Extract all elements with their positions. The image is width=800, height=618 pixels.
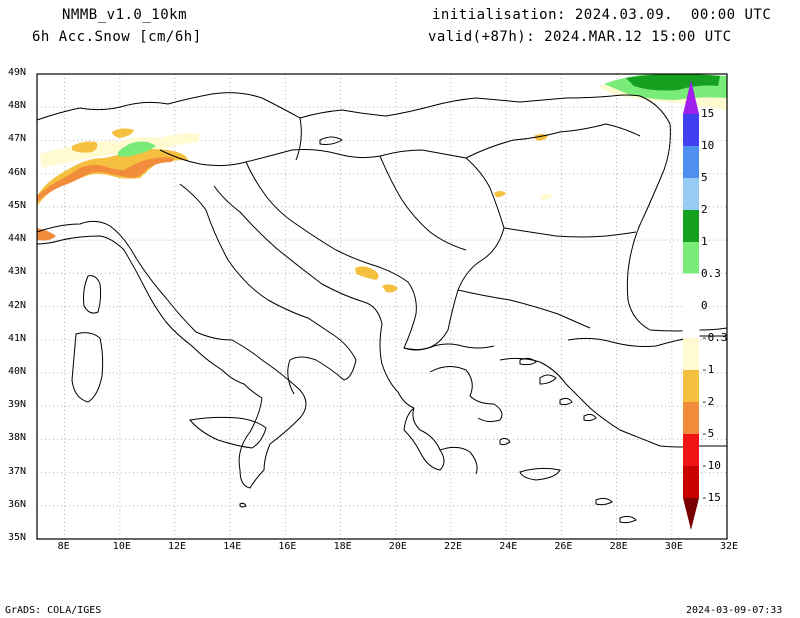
colorbar-label: 2 bbox=[701, 203, 708, 216]
lon-label: 16E bbox=[278, 541, 297, 552]
colorbar-segment-cm03 bbox=[683, 338, 699, 370]
lat-label: 39N bbox=[8, 399, 27, 411]
map-frame bbox=[36, 73, 728, 540]
lat-label: 35N bbox=[8, 532, 27, 543]
colorbar-segment-c2 bbox=[683, 178, 699, 210]
greece-coast bbox=[403, 357, 567, 475]
colorbar-label: -5 bbox=[701, 427, 715, 440]
colorbar-segment-c03 bbox=[683, 242, 699, 274]
lat-lon-grid bbox=[37, 74, 727, 539]
colorbar-segment-c1 bbox=[683, 210, 699, 242]
lat-label: 44N bbox=[8, 233, 27, 245]
colorbar-bottom-arrow bbox=[683, 498, 699, 530]
colorbar bbox=[682, 80, 700, 530]
colorbar-label: -1 bbox=[701, 363, 715, 376]
coastlines-borders bbox=[36, 92, 728, 524]
north-borders bbox=[36, 92, 641, 121]
lon-label: 24E bbox=[499, 541, 518, 552]
lat-label: 46N bbox=[8, 166, 27, 178]
snow-patch-austria bbox=[112, 128, 134, 138]
footer-left: GrADS: COLA/IGES bbox=[5, 605, 102, 616]
colorbar-label: 10 bbox=[701, 139, 715, 152]
lat-label: 37N bbox=[8, 465, 27, 477]
snow-patch-montenegro bbox=[355, 266, 379, 280]
valid-time: valid(+87h): 2024.MAR.12 15:00 UTC bbox=[428, 29, 732, 45]
turkey-coast bbox=[565, 335, 727, 448]
snow-patch-alps-green bbox=[118, 141, 156, 157]
lon-label: 8E bbox=[57, 541, 70, 552]
lon-label: 20E bbox=[388, 541, 407, 552]
footer-right: 2024-03-09-07:33 bbox=[686, 605, 783, 616]
colorbar-label: -2 bbox=[701, 395, 715, 408]
colorbar-label: 15 bbox=[701, 107, 715, 120]
lon-label: 28E bbox=[609, 541, 628, 552]
snow-patch-balkan bbox=[494, 191, 506, 198]
lat-label: 43N bbox=[8, 266, 27, 278]
lon-label: 10E bbox=[112, 541, 131, 552]
lon-label: 22E bbox=[444, 541, 463, 552]
lon-label: 14E bbox=[223, 541, 242, 552]
lon-label: 12E bbox=[168, 541, 187, 552]
sardinia bbox=[71, 332, 104, 403]
adriatic-east-coast bbox=[213, 185, 415, 409]
italy-east-coast bbox=[179, 183, 357, 395]
lon-label: 26E bbox=[554, 541, 573, 552]
balkan-borders bbox=[245, 117, 495, 351]
lat-label: 38N bbox=[8, 432, 27, 444]
colorbar-segment-c5 bbox=[683, 146, 699, 178]
snow-patch-ukraine-darkgreen bbox=[626, 74, 720, 91]
init-time: initialisation: 2024.03.09. 00:00 UTC bbox=[432, 7, 772, 23]
corsica bbox=[83, 275, 102, 314]
colorbar-label: 0 bbox=[701, 299, 708, 312]
colorbar-label: 5 bbox=[701, 171, 708, 184]
lat-label: 40N bbox=[8, 365, 27, 377]
colorbar-label: 1 bbox=[701, 235, 708, 248]
field-title: 6h Acc.Snow [cm/6h] bbox=[32, 29, 202, 45]
lat-label: 47N bbox=[8, 133, 27, 145]
lon-label: 30E bbox=[664, 541, 683, 552]
lon-label: 32E bbox=[720, 541, 739, 552]
lat-label: 48N bbox=[8, 100, 27, 112]
snow-patch-swiss bbox=[72, 141, 98, 153]
model-title: NMMB_v1.0_10km bbox=[62, 7, 188, 23]
lat-label: 42N bbox=[8, 299, 27, 311]
snow-patch-ligurian bbox=[37, 228, 56, 241]
colorbar-label: -15 bbox=[701, 491, 721, 504]
islands bbox=[239, 136, 637, 524]
colorbar-segment-c0 bbox=[682, 273, 700, 339]
sicily bbox=[189, 416, 267, 449]
lat-label: 49N bbox=[8, 67, 27, 78]
colorbar-label: 0.3 bbox=[701, 267, 721, 280]
snow-patch-albania bbox=[382, 284, 398, 293]
lon-label: 18E bbox=[333, 541, 352, 552]
colorbar-label: -0.3 bbox=[701, 331, 728, 344]
colorbar-top-arrow bbox=[683, 80, 699, 114]
colorbar-segment-cm10 bbox=[683, 466, 699, 498]
colorbar-segment-cm1 bbox=[683, 370, 699, 402]
snow-patch-alps-heavy bbox=[37, 157, 174, 202]
lat-label: 36N bbox=[8, 498, 27, 510]
snow-patch-east-light bbox=[540, 194, 554, 200]
colorbar-segment-c10 bbox=[683, 114, 699, 146]
lat-label: 45N bbox=[8, 199, 27, 211]
east-borders bbox=[457, 123, 641, 329]
colorbar-label: -10 bbox=[701, 459, 721, 472]
italy-coast bbox=[36, 220, 307, 489]
lat-label: 41N bbox=[8, 332, 27, 344]
colorbar-segment-cm5 bbox=[683, 434, 699, 466]
colorbar-segment-cm2 bbox=[683, 402, 699, 434]
